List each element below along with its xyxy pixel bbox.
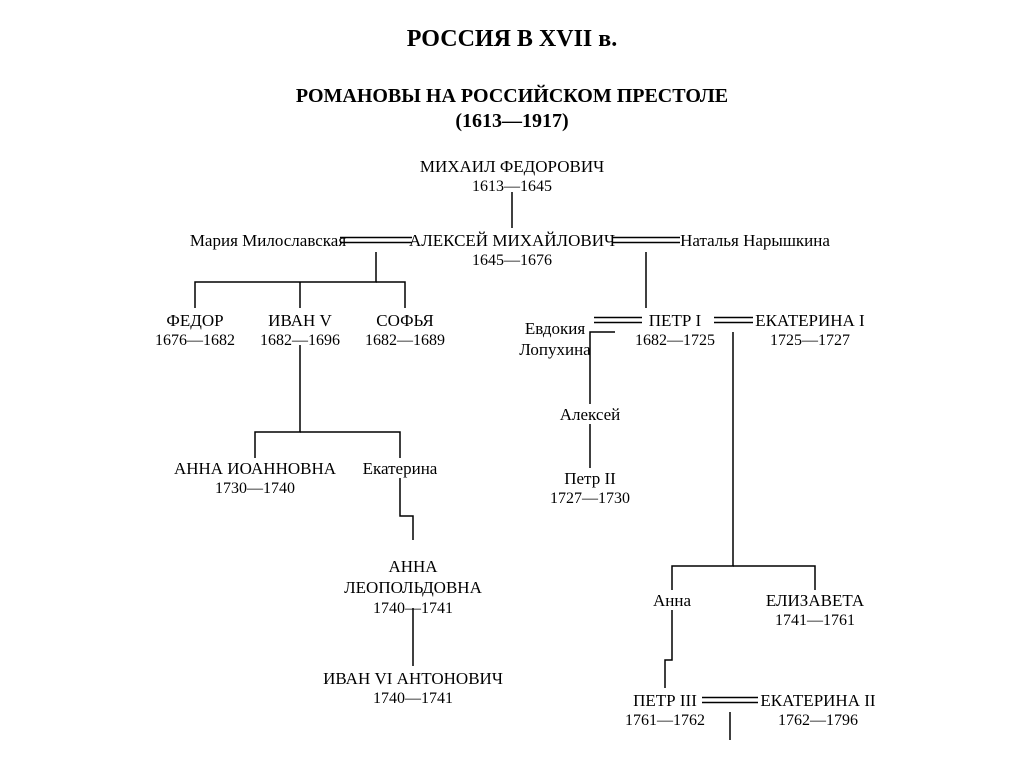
person-ivan6: ИВАН VI АНТОНОВИЧ1740—1741 xyxy=(283,668,543,709)
edge-12 xyxy=(733,566,815,590)
person-name: АННАЛЕОПОЛЬДОВНА xyxy=(283,556,543,599)
person-name: ЕКАТЕРИНА I xyxy=(680,310,940,331)
edge-1 xyxy=(195,252,376,308)
person-name: Наталья Нарышкина xyxy=(625,230,885,251)
person-dates: 1740—1741 xyxy=(283,689,543,709)
person-dates: 1725—1727 xyxy=(680,331,940,351)
person-miloslavskaya: Мария Милославская xyxy=(138,230,398,251)
person-alexei_son: Алексей xyxy=(460,404,720,425)
edge-3 xyxy=(376,282,405,308)
person-name: АЛЕКСЕЙ МИХАЙЛОВИЧ xyxy=(382,230,642,251)
page-subtitle: РОМАНОВЫ НА РОССИЙСКОМ ПРЕСТОЛЕ(1613—191… xyxy=(162,84,862,134)
person-name: Мария Милославская xyxy=(138,230,398,251)
person-dates: 1740—1741 xyxy=(283,599,543,619)
edge-11 xyxy=(672,332,733,590)
edge-5 xyxy=(255,345,300,458)
person-dates: 1741—1761 xyxy=(685,611,945,631)
person-dates: 1727—1730 xyxy=(460,489,720,509)
person-name: Алексей xyxy=(460,404,720,425)
person-peter2: Петр II1727—1730 xyxy=(460,468,720,509)
person-dates: 1762—1796 xyxy=(688,711,948,731)
person-elizaveta: ЕЛИЗАВЕТА1741—1761 xyxy=(685,590,945,631)
person-name: ЕКАТЕРИНА II xyxy=(688,690,948,711)
person-naryshkina: Наталья Нарышкина xyxy=(625,230,885,251)
family-tree-diagram: РОССИЯ В XVII в. РОМАНОВЫ НА РОССИЙСКОМ П… xyxy=(0,0,1024,767)
person-mikhail: МИХАИЛ ФЕДОРОВИЧ1613—1645 xyxy=(382,156,642,197)
person-name: ИВАН VI АНТОНОВИЧ xyxy=(283,668,543,689)
person-dates: 1645—1676 xyxy=(382,251,642,271)
person-dates: 1613—1645 xyxy=(382,177,642,197)
person-name: МИХАИЛ ФЕДОРОВИЧ xyxy=(382,156,642,177)
person-ekaterina2: ЕКАТЕРИНА II1762—1796 xyxy=(688,690,948,731)
person-name: ЕЛИЗАВЕТА xyxy=(685,590,945,611)
page-title: РОССИЯ В XVII в. xyxy=(162,24,862,54)
person-name: Петр II xyxy=(460,468,720,489)
person-dates: 1730—1740 xyxy=(125,479,385,499)
person-ekaterina1: ЕКАТЕРИНА I1725—1727 xyxy=(680,310,940,351)
person-anna_leo: АННАЛЕОПОЛЬДОВНА1740—1741 xyxy=(283,556,543,619)
person-alexei: АЛЕКСЕЙ МИХАЙЛОВИЧ1645—1676 xyxy=(382,230,642,271)
edge-6 xyxy=(300,432,400,458)
edge-9 xyxy=(400,478,413,540)
edge-13 xyxy=(665,610,672,688)
